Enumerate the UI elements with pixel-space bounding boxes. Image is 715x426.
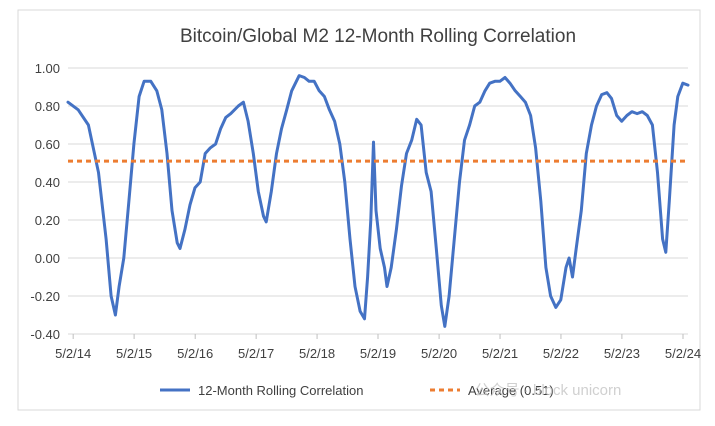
watermark: 公众号 · block unicorn — [475, 382, 622, 399]
y-tick-label: 0.60 — [35, 137, 60, 152]
x-tick-label: 5/2/18 — [299, 346, 335, 361]
x-tick-label: 5/2/24 — [665, 346, 701, 361]
series-line-correlation — [66, 74, 690, 328]
x-tick-label: 5/2/16 — [177, 346, 213, 361]
x-tick-label: 5/2/23 — [604, 346, 640, 361]
x-tick-label: 5/2/21 — [482, 346, 518, 361]
y-tick-label: 1.00 — [35, 61, 60, 76]
y-tick-label: 0.40 — [35, 175, 60, 190]
y-tick-label: 0.00 — [35, 251, 60, 266]
series-lines — [66, 74, 690, 328]
x-tick-label: 5/2/20 — [421, 346, 457, 361]
y-tick-label: 0.80 — [35, 99, 60, 114]
legend-label-correlation: 12-Month Rolling Correlation — [198, 383, 363, 398]
chart-border — [17, 9, 701, 411]
legend-label-average: Average (0.51) — [468, 383, 554, 398]
x-tick-label: 5/2/17 — [238, 346, 274, 361]
gridlines — [68, 67, 688, 335]
x-tick-label: 5/2/19 — [360, 346, 396, 361]
x-tick-label: 5/2/14 — [55, 346, 91, 361]
chart-title: Bitcoin/Global M2 12-Month Rolling Corre… — [180, 26, 576, 47]
y-tick-label: -0.40 — [30, 327, 60, 342]
y-tick-label: -0.20 — [30, 289, 60, 304]
x-tick-label: 5/2/22 — [543, 346, 579, 361]
y-tick-label: 0.20 — [35, 213, 60, 228]
legend: 12-Month Rolling Correlation Average (0.… — [160, 383, 554, 398]
y-axis-ticks: -0.40 -0.20 0.00 0.20 0.40 0.60 0.80 1.00 — [30, 61, 60, 342]
x-axis-ticks: 5/2/14 5/2/15 5/2/16 5/2/17 5/2/18 5/2/19 5/2/… — [55, 334, 701, 361]
x-tick-label: 5/2/15 — [116, 346, 152, 361]
